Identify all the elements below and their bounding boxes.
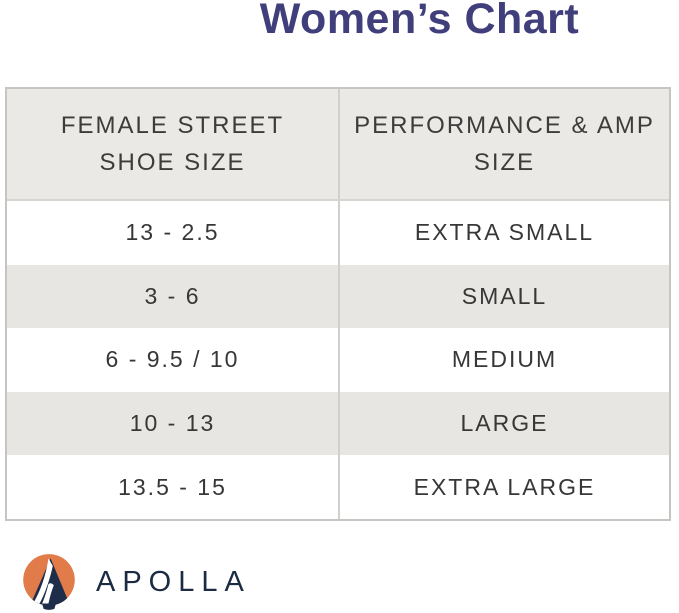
header-label-shoe-size: FEMALE STREET SHOE SIZE <box>60 111 285 176</box>
size-chart-table: FEMALE STREET SHOE SIZE PERFORMANCE & AM… <box>5 87 671 521</box>
cell-amp-size: EXTRA SMALL <box>414 219 595 246</box>
cell-shoe-size: 10 - 13 <box>7 391 340 456</box>
cell-shoe-size: 13.5 - 15 <box>7 455 340 519</box>
table-row: 13 - 2.5 EXTRA SMALL <box>7 201 669 265</box>
cell-amp-size: LARGE <box>460 410 549 437</box>
title-area: Women’s Chart <box>160 0 679 42</box>
apolla-logo-icon <box>23 554 75 610</box>
cell-amp-size: EXTRA LARGE <box>413 473 596 500</box>
header-cell-shoe-size: FEMALE STREET SHOE SIZE <box>7 89 340 199</box>
table-row: 6 - 9.5 / 10 MEDIUM <box>7 328 669 392</box>
table-row: 13.5 - 15 EXTRA LARGE <box>7 455 669 519</box>
brand-footer: APOLLA <box>22 553 251 611</box>
table-header-row: FEMALE STREET SHOE SIZE PERFORMANCE & AM… <box>7 89 669 201</box>
table-row: 3 - 6 SMALL <box>7 264 669 329</box>
cell-amp-size: MEDIUM <box>451 346 558 373</box>
table-row: 10 - 13 LARGE <box>7 391 669 456</box>
header-cell-amp-size: PERFORMANCE & AMP SIZE <box>340 89 669 199</box>
header-label-amp-size: PERFORMANCE & AMP SIZE <box>354 111 655 176</box>
cell-shoe-size: 3 - 6 <box>7 264 340 329</box>
cell-shoe-size: 13 - 2.5 <box>7 201 340 265</box>
cell-shoe-size: 6 - 9.5 / 10 <box>7 328 340 392</box>
brand-name: APOLLA <box>96 565 251 598</box>
cell-amp-size: SMALL <box>461 282 548 309</box>
page-title: Women’s Chart <box>259 0 580 43</box>
